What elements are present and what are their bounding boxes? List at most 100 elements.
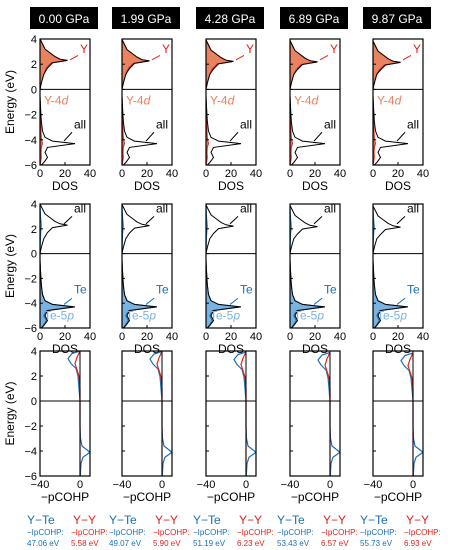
icohp-value-y-te: 49.07 eV bbox=[109, 539, 142, 548]
plot-area bbox=[206, 39, 242, 165]
pressure-header: 4.28 GPa bbox=[196, 7, 264, 29]
icohp-label: −IpCOHP: bbox=[360, 528, 397, 537]
y-tick-label: −4 bbox=[24, 298, 37, 310]
cohp-legend: Y−Te Y−Y−IpCOHP: −IpCOHP:55.73 eV 6.93 eV bbox=[360, 513, 441, 548]
cohp-legend: Y−Te Y−Y−IpCOHP: −IpCOHP:47.06 eV 5.58 eV bbox=[27, 513, 108, 548]
y-tick-label: 2 bbox=[31, 224, 37, 236]
icohp-label: −IpCOHP: bbox=[153, 528, 190, 537]
x-tick-label: 0 bbox=[370, 168, 376, 180]
all-dos-line bbox=[290, 40, 326, 165]
arrow-all bbox=[63, 216, 73, 225]
arrow-y bbox=[319, 54, 329, 61]
x-tick-label: 40 bbox=[334, 331, 346, 343]
icohp-value-y-y: 5.58 eV bbox=[71, 539, 99, 548]
legend-y-y: Y−Y bbox=[239, 513, 262, 527]
x-axis-label: −pCOHP bbox=[123, 490, 171, 504]
annotation-te5p: Te-5p bbox=[210, 308, 240, 322]
x-tick-label: 0 bbox=[119, 331, 125, 343]
y-axis-label: Energy (eV) bbox=[3, 70, 17, 134]
legend-y-te: Y−Te bbox=[277, 513, 305, 527]
y-tick-label: 4 bbox=[31, 199, 37, 211]
plot-area bbox=[122, 39, 158, 165]
x-tick-label: 20 bbox=[392, 168, 404, 180]
cohp-legend: Y−Te Y−Y−IpCOHP: −IpCOHP:49.07 eV 5.90 eV bbox=[109, 513, 190, 548]
panel-cohp: −40 0−pCOHP bbox=[113, 350, 173, 504]
x-tick-label: 40 bbox=[84, 168, 96, 180]
x-tick-label: 0 bbox=[243, 479, 249, 491]
panel-cohp: −40 0−pCOHP bbox=[197, 350, 257, 504]
y-tick-label: −4 bbox=[24, 135, 37, 147]
arrow-all bbox=[396, 131, 406, 142]
plot-area bbox=[67, 351, 90, 476]
icohp-value-y-te: 55.73 eV bbox=[360, 539, 393, 548]
cohp-legend: Y−Te Y−Y−IpCOHP: −IpCOHP:51.19 eV 6.23 eV bbox=[193, 513, 274, 548]
x-tick-label: 20 bbox=[225, 168, 237, 180]
pressure-label: 4.28 GPa bbox=[205, 12, 256, 26]
annotation-all: all bbox=[324, 117, 336, 131]
annotation-te: Te bbox=[74, 282, 87, 296]
x-tick-label: 0 bbox=[119, 168, 125, 180]
pressure-header: 1.99 GPa bbox=[112, 7, 180, 29]
y-area bbox=[373, 41, 401, 165]
legend-y-te: Y−Te bbox=[27, 513, 55, 527]
y-tick-label: 4 bbox=[31, 346, 37, 358]
plot-area bbox=[317, 351, 340, 476]
icohp-label: −IpCOHP: bbox=[71, 528, 108, 537]
panel-y: 0 20 40 DOS Y Y-4d all bbox=[203, 38, 262, 193]
x-tick-label: 0 bbox=[203, 168, 209, 180]
x-axis-label: DOS bbox=[134, 179, 160, 193]
arrow-te bbox=[396, 297, 406, 305]
arrow-te bbox=[229, 297, 239, 305]
arrow-all bbox=[145, 131, 155, 142]
panel-frame bbox=[289, 350, 341, 477]
all-dos-line bbox=[122, 39, 158, 165]
icohp-label: −IpCOHP: bbox=[237, 528, 274, 537]
x-tick-label: 40 bbox=[250, 168, 262, 180]
te-area bbox=[373, 206, 406, 328]
pressure-header: 6.89 GPa bbox=[280, 7, 348, 29]
y-tick-label: −2 bbox=[24, 273, 37, 285]
y-tick-label: −2 bbox=[24, 421, 37, 433]
pressure-box bbox=[363, 7, 431, 29]
annotation-y4d: Y-4d bbox=[377, 94, 402, 108]
arrow-all bbox=[313, 131, 323, 142]
x-tick-label: −40 bbox=[31, 479, 50, 491]
x-tick-label: 20 bbox=[309, 168, 321, 180]
x-tick-label: 40 bbox=[334, 168, 346, 180]
x-tick-label: 40 bbox=[166, 331, 178, 343]
y-tick-label: 0 bbox=[31, 84, 37, 96]
x-tick-label: 20 bbox=[225, 331, 237, 343]
x-tick-label: 20 bbox=[309, 331, 321, 343]
x-axis-label: −pCOHP bbox=[207, 490, 255, 504]
pressure-label: 0.00 GPa bbox=[39, 12, 90, 26]
x-axis-label: −pCOHP bbox=[374, 490, 422, 504]
legend-y-y: Y−Y bbox=[406, 513, 429, 527]
icohp-label: −IpCOHP: bbox=[27, 528, 64, 537]
pressure-label: 6.89 GPa bbox=[289, 12, 340, 26]
arrow-all bbox=[145, 216, 155, 225]
te-area bbox=[290, 205, 323, 328]
legend-y-te: Y−Te bbox=[109, 513, 137, 527]
x-tick-label: 0 bbox=[37, 331, 43, 343]
annotation-y: Y bbox=[80, 42, 88, 56]
icohp-value-y-y: 6.23 eV bbox=[237, 539, 265, 548]
all-dos-line bbox=[40, 39, 76, 165]
annotation-te5p: Te-5p bbox=[126, 308, 156, 322]
annotation-all: all bbox=[156, 117, 168, 131]
annotation-y: Y bbox=[413, 42, 421, 56]
y-tick-label: −6 bbox=[24, 160, 37, 172]
y-area bbox=[40, 39, 68, 165]
annotation-y: Y bbox=[162, 42, 170, 56]
all-dos-line bbox=[373, 205, 409, 328]
plot-area bbox=[290, 40, 326, 165]
annotation-y: Y bbox=[330, 42, 338, 56]
x-tick-label: 40 bbox=[250, 331, 262, 343]
x-axis-label: DOS bbox=[218, 179, 244, 193]
y-tick-label: 0 bbox=[31, 396, 37, 408]
annotation-te5p: Te-5p bbox=[377, 308, 407, 322]
